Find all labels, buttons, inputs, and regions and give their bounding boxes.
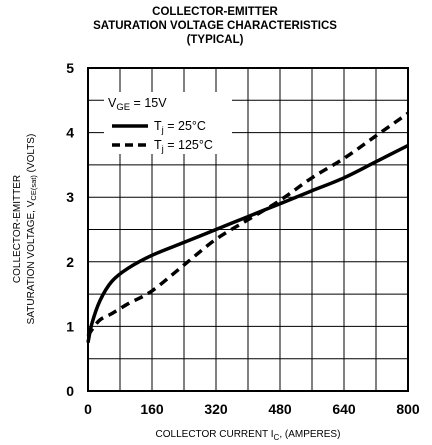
y-tick-label: 1 (66, 318, 74, 334)
series-layer (86, 111, 410, 343)
y-tick-label: 5 (66, 60, 74, 76)
legend-entry-25c: Tj = 25°C (154, 119, 206, 136)
legend-entry-125c: Tj = 125°C (154, 138, 213, 155)
x-axis-label: COLLECTOR CURRENT IC, (AMPERES) (156, 429, 341, 442)
y-tick-label: 2 (66, 254, 74, 270)
grid (88, 68, 408, 391)
y-tick-label: 3 (66, 189, 74, 205)
y-axis-label-line-2: SATURATION VOLTAGE, VCE(sat) (VOLTS) (26, 134, 38, 325)
y-axis-label: COLLECTOR-EMITTER SATURATION VOLTAGE, VC… (12, 134, 38, 325)
x-tick-label: 640 (332, 401, 356, 417)
series-line-25c (86, 143, 409, 343)
y-tick-label: 4 (66, 125, 74, 141)
x-tick-label: 320 (204, 401, 228, 417)
x-tick-label: 480 (268, 401, 292, 417)
x-tick-label: 800 (396, 401, 420, 417)
plot-frame (87, 67, 409, 392)
legend-title: VGE = 15V (108, 96, 167, 113)
chart-title-line-1: COLLECTOR-EMITTER (152, 6, 278, 18)
x-tick-label: 160 (140, 401, 164, 417)
legend: VGE = 15V Tj = 25°C Tj = 125°C (104, 92, 232, 155)
series-line-125c (86, 111, 410, 338)
x-tick-label: 0 (84, 401, 92, 417)
x-tick-labels: 0 160 320 480 640 800 (84, 401, 420, 417)
chart-title-line-2: SATURATION VOLTAGE CHARACTERISTICS (93, 20, 337, 32)
chart-title-line-3: (TYPICAL) (187, 34, 244, 46)
y-tick-labels: 0 1 2 3 4 5 (66, 60, 74, 399)
y-axis-label-line-1: COLLECTOR-EMITTER (12, 175, 23, 283)
y-tick-label: 0 (66, 383, 74, 399)
